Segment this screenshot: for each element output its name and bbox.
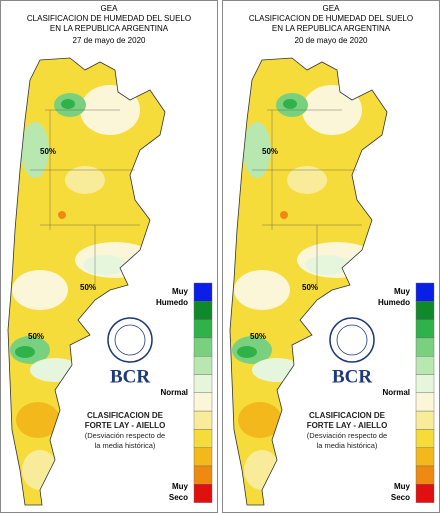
legend-swatch xyxy=(193,447,213,467)
header-line: GEA xyxy=(101,4,119,13)
legend-swatch xyxy=(193,392,213,412)
legend-swatch xyxy=(415,337,435,357)
legend-label: Seco xyxy=(391,493,410,502)
legend-swatch xyxy=(415,392,435,412)
contour-label: 50% xyxy=(80,283,96,292)
caption-line: FORTE LAY - AIELLO xyxy=(307,421,388,430)
legend-label: Muy xyxy=(394,482,411,491)
contour-label: 50% xyxy=(262,147,278,156)
legend-label: Muy xyxy=(172,287,189,296)
caption-line: la media histórica) xyxy=(317,441,378,450)
logo: BCR xyxy=(110,366,150,387)
header-line: EN LA REPUBLICA ARGENTINA xyxy=(272,24,391,33)
legend-swatch xyxy=(415,447,435,467)
legend-label: Humedo xyxy=(156,298,188,307)
legend-swatch xyxy=(193,374,213,393)
seal-inner xyxy=(114,324,146,356)
legend-swatch xyxy=(415,282,435,302)
legend-swatch xyxy=(415,410,435,430)
seal xyxy=(107,317,153,363)
legend-swatch xyxy=(193,282,213,302)
legend-swatch xyxy=(193,301,213,320)
legend-swatch xyxy=(193,429,213,448)
legend-swatch xyxy=(415,465,435,485)
caption-line: la media histórica) xyxy=(95,441,156,450)
header-date: 27 de mayo de 2020 xyxy=(73,36,146,45)
legend-label: Normal xyxy=(382,388,410,397)
legend-swatch xyxy=(193,356,213,375)
contour-label: 50% xyxy=(250,332,266,341)
legend-swatch xyxy=(415,301,435,320)
header-date: 20 de mayo de 2020 xyxy=(295,36,368,45)
header-line: CLASIFICACION DE HUMEDAD DEL SUELO xyxy=(27,14,191,23)
header-line: EN LA REPUBLICA ARGENTINA xyxy=(50,24,169,33)
legend-label: Normal xyxy=(160,388,188,397)
caption-line: CLASIFICACION DE xyxy=(87,411,164,420)
legend-swatch xyxy=(415,374,435,393)
caption-line: CLASIFICACION DE xyxy=(309,411,386,420)
contour-label: 50% xyxy=(302,283,318,292)
legend-label: Seco xyxy=(169,493,188,502)
contour-label: 50% xyxy=(28,332,44,341)
seal-inner xyxy=(336,324,368,356)
legend-swatch xyxy=(193,410,213,430)
caption-line: (Desviación respecto de xyxy=(307,431,387,440)
legend-label: Muy xyxy=(172,482,189,491)
legend-swatch xyxy=(415,356,435,375)
legend-swatch xyxy=(415,484,435,503)
legend-swatch xyxy=(193,337,213,357)
header-line: CLASIFICACION DE HUMEDAD DEL SUELO xyxy=(249,14,413,23)
legend-swatch xyxy=(193,484,213,503)
legend-label: Muy xyxy=(394,287,411,296)
caption-line: (Desviación respecto de xyxy=(85,431,165,440)
header-line: GEA xyxy=(323,4,341,13)
contour-label: 50% xyxy=(40,147,56,156)
legend-swatch xyxy=(193,319,213,339)
seal xyxy=(329,317,375,363)
logo: BCR xyxy=(332,366,372,387)
legend-label: Humedo xyxy=(378,298,410,307)
caption-line: FORTE LAY - AIELLO xyxy=(85,421,166,430)
legend-swatch xyxy=(415,319,435,339)
legend-swatch xyxy=(415,429,435,448)
legend-swatch xyxy=(193,465,213,485)
